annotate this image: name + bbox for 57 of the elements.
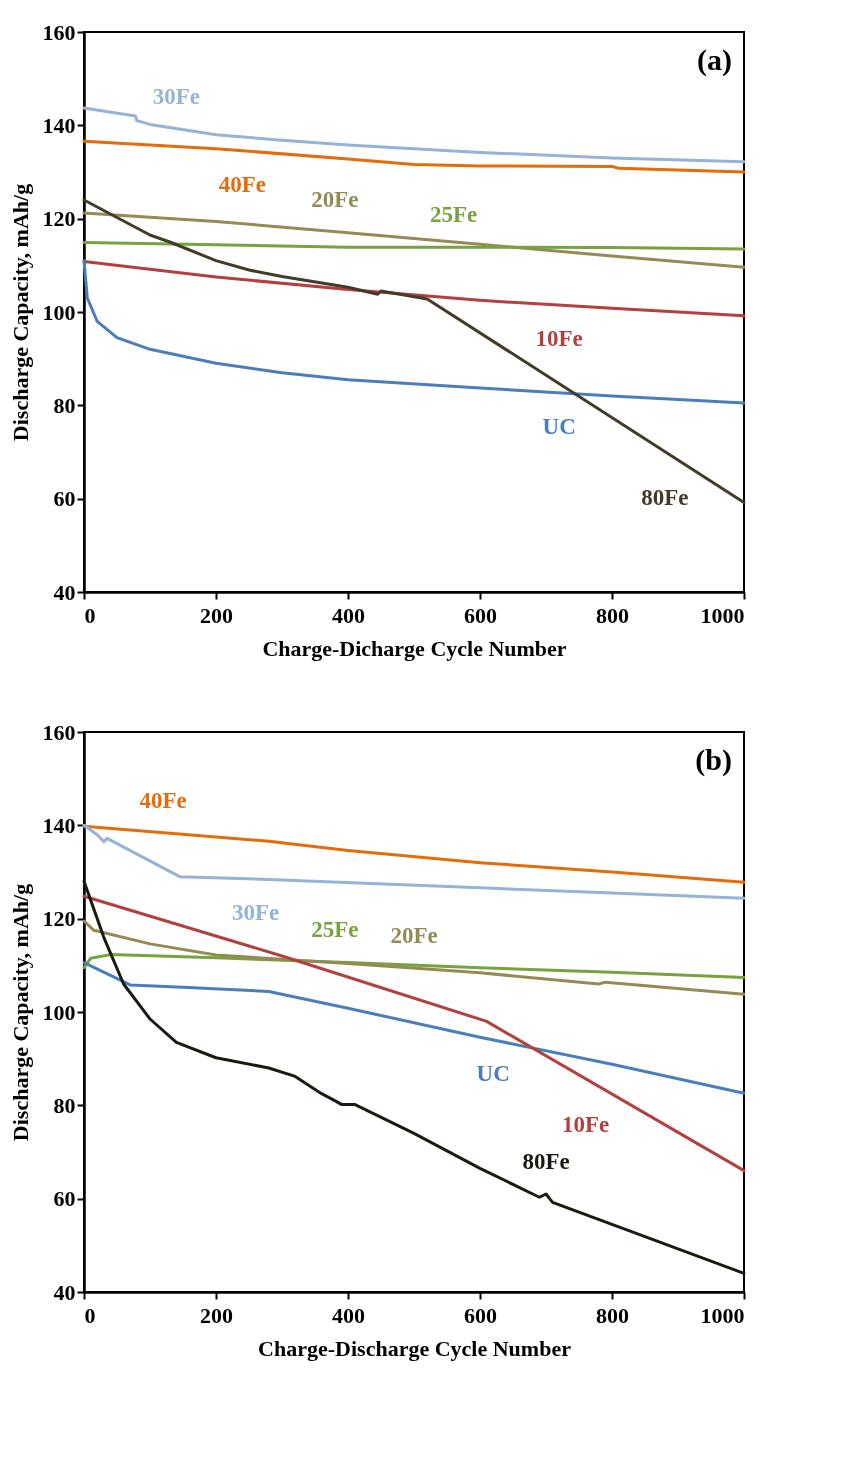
series-label: 30Fe bbox=[231, 900, 280, 926]
x-tick-label: 800 bbox=[596, 602, 629, 628]
y-tick-label: 140 bbox=[42, 812, 76, 838]
y-tick-label: 100 bbox=[42, 299, 76, 325]
line-series bbox=[82, 260, 746, 318]
line-series bbox=[82, 259, 746, 405]
y-tick-label: 60 bbox=[53, 486, 76, 512]
x-tick-label: 0 bbox=[84, 1302, 96, 1328]
line-series bbox=[82, 894, 746, 1173]
series-label: 80Fe bbox=[522, 1149, 570, 1174]
annotation: (b) bbox=[695, 743, 732, 777]
series-label: 25Fe bbox=[429, 202, 478, 228]
y-tick-label: 80 bbox=[53, 392, 76, 418]
x-axis-title: Charge-Discharge Cycle Number bbox=[258, 1335, 572, 1361]
y-tick-label: 80 bbox=[53, 1092, 76, 1118]
line-series bbox=[82, 139, 746, 174]
series-label: UC bbox=[476, 1060, 510, 1086]
x-tick-label: 600 bbox=[464, 1302, 497, 1328]
series-label: UC bbox=[542, 413, 576, 439]
y-tick-label: 160 bbox=[42, 719, 76, 745]
series-label: 40Fe bbox=[139, 787, 187, 813]
y-axis-title: Discharge Capacity, mAh/g bbox=[7, 183, 33, 442]
series-label: 20Fe bbox=[311, 186, 359, 212]
line-series bbox=[82, 879, 746, 1275]
series-label: 20Fe bbox=[390, 923, 438, 949]
line-series bbox=[82, 240, 746, 251]
y-tick-label: 120 bbox=[42, 906, 76, 932]
y-tick-label: 60 bbox=[53, 1186, 76, 1212]
line-series bbox=[82, 824, 746, 884]
x-tick-label: 400 bbox=[332, 1302, 365, 1328]
series-label: 25Fe bbox=[311, 917, 359, 943]
x-tick-label: 600 bbox=[464, 602, 497, 628]
y-tick-label: 160 bbox=[42, 19, 76, 45]
series-label: 10Fe bbox=[561, 1111, 610, 1137]
y-tick-label: 40 bbox=[53, 1279, 76, 1305]
y-axis-title: Discharge Capacity, mAh/g bbox=[7, 883, 33, 1142]
y-tick-label: 40 bbox=[53, 579, 76, 605]
x-tick-label: 800 bbox=[596, 1302, 629, 1328]
y-tick-label: 140 bbox=[42, 112, 76, 138]
x-axis-title: Charge-Dicharge Cycle Number bbox=[262, 635, 567, 661]
line-series bbox=[82, 919, 746, 996]
y-tick-label: 100 bbox=[42, 999, 76, 1025]
series-label: 80Fe bbox=[641, 484, 689, 510]
line-series bbox=[82, 961, 746, 1095]
x-tick-label: 1000 bbox=[700, 602, 745, 628]
series-label: 10Fe bbox=[535, 326, 583, 352]
x-tick-label: 200 bbox=[200, 1302, 233, 1328]
line-series bbox=[82, 823, 746, 900]
x-tick-label: 400 bbox=[332, 602, 365, 628]
annotation: (a) bbox=[697, 43, 732, 77]
x-tick-label: 1000 bbox=[700, 1302, 745, 1328]
y-tick-label: 120 bbox=[42, 206, 76, 232]
series-label: 30Fe bbox=[152, 83, 201, 109]
line-series bbox=[82, 106, 746, 164]
x-tick-label: 0 bbox=[84, 602, 96, 628]
series-label: 40Fe bbox=[218, 171, 267, 197]
x-tick-label: 200 bbox=[200, 602, 233, 628]
